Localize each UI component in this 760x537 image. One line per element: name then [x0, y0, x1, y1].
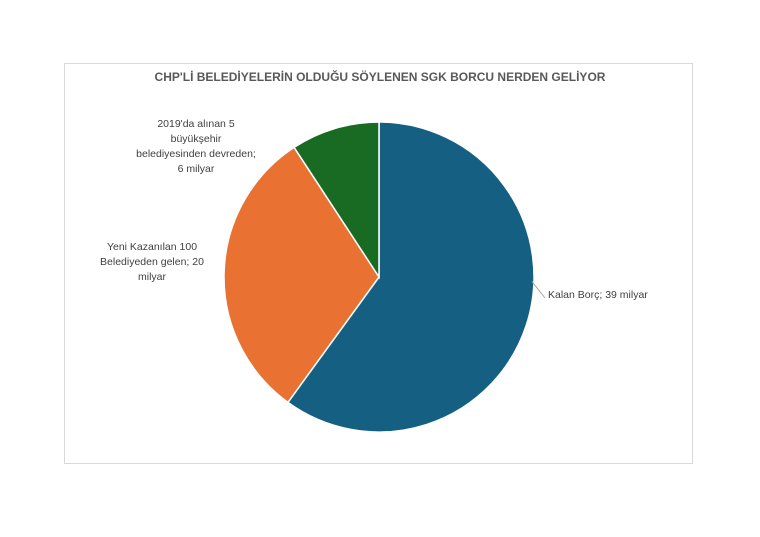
leader-line — [531, 281, 546, 299]
data-label: Kalan Borç; 39 milyar — [548, 289, 648, 301]
data-label: Yeni Kazanılan 100 Belediyeden gelen; 20… — [100, 241, 204, 283]
pie-slice — [286, 121, 535, 433]
chart-frame — [64, 63, 693, 464]
pie-slice — [223, 146, 380, 404]
pie-slice — [293, 121, 380, 280]
data-label: 2019'da alınan 5 büyükşehir belediyesind… — [136, 118, 256, 175]
chart-title: CHP'Lİ BELEDİYELERİN OLDUĞU SÖYLENEN SGK… — [154, 70, 606, 84]
